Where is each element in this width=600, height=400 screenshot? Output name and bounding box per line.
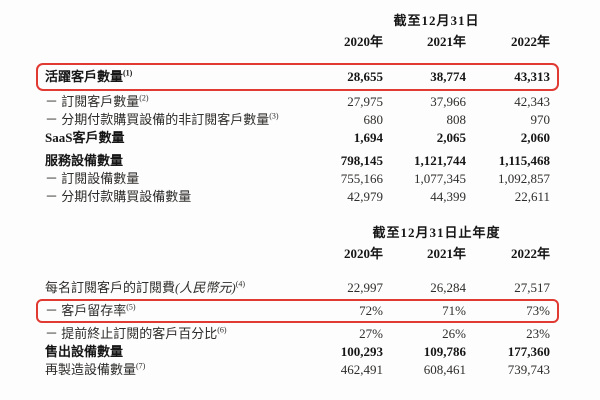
table-row: － 訂閱客戶數量(2) 27,975 37,966 42,343 [45, 93, 550, 111]
cell-value: 26,284 [430, 280, 466, 295]
table-row: 每名訂閱客戶的訂閱費(人民幣元)(4) 22,997 26,284 27,517 [45, 279, 550, 297]
year-header-row: 2020年 2021年 2022年 [45, 245, 550, 263]
row-label: SaaS客戶數量 [45, 130, 125, 145]
table-row: － 提前終止訂閱的客戶百分比(6) 27% 26% 23% [45, 325, 550, 343]
table-row: － 訂閱設備數量 755,166 1,077,345 1,092,857 [45, 170, 550, 188]
period-header-group: 截至12月31日止年度 [311, 224, 550, 242]
row-label: － 分期付款購買設備數量 [45, 189, 192, 204]
cell-value: 71% [442, 303, 466, 318]
row-label-italic: (人民幣元) [175, 280, 236, 295]
year-column-header: 2021年 [426, 34, 466, 49]
table-row: 再製造設備數量(7) 462,491 608,461 739,743 [45, 361, 550, 379]
row-label: － 訂閱設備數量 [45, 171, 140, 186]
table-row: － 分期付款購買設備數量 42,979 44,399 22,611 [45, 188, 550, 206]
table-row: 售出設備數量 100,293 109,786 177,360 [45, 343, 550, 361]
row-label: 售出設備數量 [45, 344, 124, 359]
cell-value: 808 [446, 112, 467, 127]
row-label: 每名訂閱客戶的訂閱費(人民幣元)(4) [45, 279, 246, 295]
period-header-group: 截至12月31日 [311, 12, 550, 30]
cell-value: 43,313 [514, 69, 550, 84]
cell-value: 42,343 [514, 94, 550, 109]
cell-value: 739,743 [507, 362, 550, 377]
row-label: － 提前終止訂閱的客戶百分比(6) [45, 325, 227, 341]
year-column-header: 2020年 [343, 246, 383, 261]
year-column-header: 2022年 [510, 246, 550, 261]
table-row: － 分期付款購買設備數量 42,979 44,399 22,611 [45, 188, 550, 206]
cell-value: 177,360 [507, 344, 550, 359]
footnote-superscript: (1) [123, 68, 133, 78]
cell-value: 73% [526, 303, 550, 318]
period-header: 截至12月31日 [393, 13, 480, 28]
cell-value: 680 [363, 112, 384, 127]
footnote-superscript: (2) [139, 93, 149, 103]
row-label: 再製造設備數量(7) [45, 361, 146, 377]
table-row: 售出設備數量 100,293 109,786 177,360 [45, 343, 550, 361]
table-body: 每名訂閱客戶的訂閱費(人民幣元)(4) 22,997 26,284 27,517 － 客… [36, 279, 559, 379]
cell-value: 44,399 [430, 189, 466, 204]
cell-value: 27,975 [347, 94, 383, 109]
year-column-header: 2021年 [426, 246, 466, 261]
table-as-at-dec-31: 截至12月31日 2020年 2021年 2022年 活躍客戶數量(1) 28,655… [36, 12, 559, 206]
year-column-header: 2022年 [510, 34, 550, 49]
cell-value: 27,517 [514, 280, 550, 295]
period-header-row: 截至12月31日 [45, 12, 550, 30]
table-row: SaaS客戶數量 1,694 2,065 2,060 [45, 129, 550, 147]
footnote-superscript: (4) [235, 279, 246, 289]
cell-value: 38,774 [430, 69, 466, 84]
cell-value: 72% [359, 303, 383, 318]
cell-value: 37,966 [430, 94, 466, 109]
table-row: 服務設備數量 798,145 1,121,744 1,115,468 [45, 152, 550, 170]
row-label: － 分期付款購買設備的非訂閱客戶數量(3) [45, 111, 279, 127]
table-body: 活躍客戶數量(1) 28,655 38,774 43,313 － 訂閱客戶數量(2) 27… [36, 63, 559, 206]
cell-value: 1,121,744 [414, 153, 466, 168]
cell-value: 22,997 [347, 280, 383, 295]
cell-value: 1,092,857 [498, 171, 550, 186]
table-row: 活躍客戶數量(1) 28,655 38,774 43,313 [45, 68, 550, 86]
cell-value: 798,145 [340, 153, 383, 168]
cell-value: 1,077,345 [414, 171, 466, 186]
table-year-ended-dec-31: 截至12月31日止年度 2020年 2021年 2022年 每名訂閱客戶的訂閱費(人… [36, 224, 559, 379]
cell-value: 42,979 [347, 189, 383, 204]
cell-value: 109,786 [423, 344, 466, 359]
table-row: SaaS客戶數量 1,694 2,065 2,060 [45, 129, 550, 147]
highlight-box: 活躍客戶數量(1) 28,655 38,774 43,313 [36, 63, 559, 91]
table-row: － 訂閱設備數量 755,166 1,077,345 1,092,857 [45, 170, 550, 188]
year-header-row: 2020年 2021年 2022年 [45, 33, 550, 51]
cell-value: 23% [526, 326, 550, 341]
period-header-row: 截至12月31日止年度 [45, 224, 550, 242]
table-row: 每名訂閱客戶的訂閱費(人民幣元)(4) 22,997 26,284 27,517 [45, 279, 550, 297]
cell-value: 28,655 [347, 69, 383, 84]
cell-value: 462,491 [340, 362, 383, 377]
cell-value: 755,166 [340, 171, 383, 186]
table-row: 再製造設備數量(7) 462,491 608,461 739,743 [45, 361, 550, 379]
highlight-box: － 客戶留存率(5) 72% 71% 73% [36, 299, 559, 323]
period-header: 截至12月31日止年度 [372, 225, 501, 240]
cell-value: 970 [530, 112, 551, 127]
table-row: － 訂閱客戶數量(2) 27,975 37,966 42,343 [45, 93, 550, 111]
footnote-superscript: (6) [217, 325, 227, 335]
row-label: 活躍客戶數量(1) [45, 68, 133, 84]
table-row: － 分期付款購買設備的非訂閱客戶數量(3) 680 808 970 [45, 111, 550, 129]
cell-value: 1,115,468 [498, 153, 550, 168]
footnote-superscript: (3) [269, 111, 279, 121]
row-label: 服務設備數量 [45, 153, 124, 168]
cell-value: 2,065 [436, 130, 466, 145]
row-label: － 訂閱客戶數量(2) [45, 93, 149, 109]
cell-value: 1,694 [353, 130, 383, 145]
cell-value: 26% [442, 326, 466, 341]
table-row: － 分期付款購買設備的非訂閱客戶數量(3) 680 808 970 [45, 111, 550, 129]
cell-value: 100,293 [340, 344, 383, 359]
footnote-superscript: (5) [126, 302, 136, 312]
cell-value: 27% [359, 326, 383, 341]
cell-value: 22,611 [514, 189, 550, 204]
row-label: － 客戶留存率(5) [45, 302, 136, 318]
cell-value: 2,060 [520, 130, 550, 145]
year-column-header: 2020年 [343, 34, 383, 49]
cell-value: 608,461 [423, 362, 466, 377]
footnote-superscript: (7) [136, 361, 146, 371]
table-row: 服務設備數量 798,145 1,121,744 1,115,468 [45, 152, 550, 170]
table-row: － 客戶留存率(5) 72% 71% 73% [45, 302, 550, 320]
table-row: － 提前終止訂閱的客戶百分比(6) 27% 26% 23% [45, 325, 550, 343]
